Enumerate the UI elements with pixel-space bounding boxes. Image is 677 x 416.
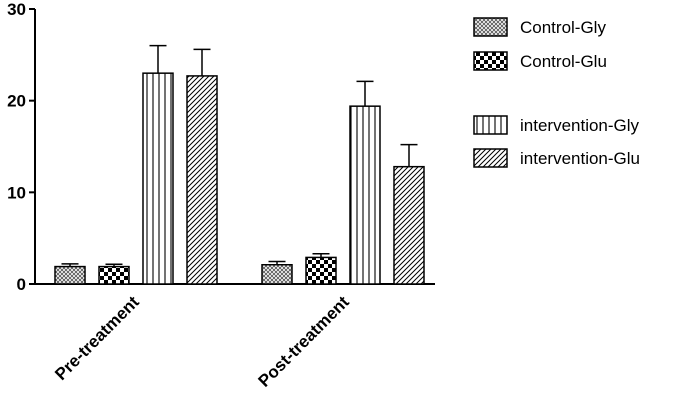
legend-swatch bbox=[473, 115, 508, 135]
error-bar bbox=[193, 48, 211, 76]
category-label: Post-treatment bbox=[255, 292, 354, 391]
y-tick-label: 30 bbox=[7, 0, 26, 19]
y-tick-label: 20 bbox=[7, 92, 26, 111]
category-label: Pre-treatment bbox=[51, 292, 143, 384]
error-bar bbox=[149, 44, 167, 74]
error-bars-group bbox=[61, 44, 418, 267]
error-bar bbox=[105, 263, 123, 267]
bar-intervention-gly-post-treatment bbox=[349, 105, 381, 285]
error-bar bbox=[312, 253, 330, 258]
error-bar bbox=[400, 143, 418, 167]
legend-label: Control-Gly bbox=[520, 18, 606, 37]
error-bar bbox=[356, 80, 374, 107]
bar-intervention-gly-pre-treatment bbox=[142, 72, 174, 285]
error-bar bbox=[268, 260, 286, 265]
bar-control-glu-post-treatment bbox=[305, 256, 337, 285]
category-labels: Pre-treatment Post-treatment bbox=[51, 292, 353, 391]
bar-control-glu-pre-treatment bbox=[98, 265, 130, 285]
bar-intervention-glu-pre-treatment bbox=[186, 75, 218, 285]
bars-group bbox=[54, 72, 425, 285]
legend-swatch bbox=[473, 51, 508, 71]
y-tick-label: 0 bbox=[17, 275, 26, 294]
legend-swatch bbox=[473, 148, 508, 168]
legend-label: Control-Glu bbox=[520, 52, 607, 71]
bar-control-gly-post-treatment bbox=[261, 264, 293, 285]
legend: Control-Gly Control-Glu intervention-Gly in… bbox=[473, 17, 640, 168]
error-bar bbox=[61, 263, 79, 267]
y-axis: 0 10 20 30 bbox=[7, 0, 36, 294]
legend-swatch bbox=[473, 17, 508, 37]
legend-label: intervention-Glu bbox=[520, 149, 640, 168]
bar-intervention-glu-post-treatment bbox=[393, 165, 425, 285]
legend-label: intervention-Gly bbox=[520, 116, 640, 135]
bar-control-gly-pre-treatment bbox=[54, 265, 86, 285]
y-tick-label: 10 bbox=[7, 183, 26, 202]
